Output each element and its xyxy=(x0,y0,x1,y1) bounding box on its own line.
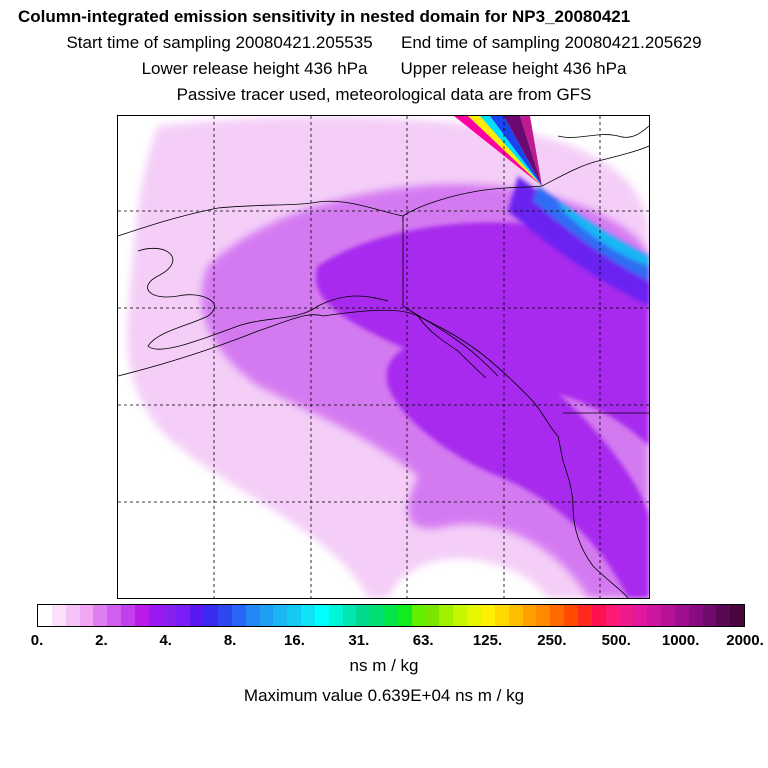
colorbar-cell xyxy=(730,605,745,626)
colorbar-cell xyxy=(605,605,620,626)
colorbar-tick-label: 125. xyxy=(472,632,503,649)
release-heights: Lower release height 436 hPa Upper relea… xyxy=(0,59,768,79)
colorbar-cell xyxy=(162,605,177,626)
colorbar-cell xyxy=(204,605,218,626)
colorbar-cell xyxy=(51,605,66,626)
colorbar-cell xyxy=(660,605,675,626)
plot-title: Column-integrated emission sensitivity i… xyxy=(18,7,631,26)
colorbar-cell xyxy=(301,605,315,626)
tracer-note: Passive tracer used, meteorological data… xyxy=(176,85,592,104)
colorbar-cell xyxy=(287,605,302,626)
colorbar-tick-label: 8. xyxy=(223,632,237,649)
colorbar-cell xyxy=(314,605,329,626)
start-time-label: Start time of sampling 20080421.205535 xyxy=(66,33,373,52)
maximum-value: Maximum value 0.639E+04 ns m / kg xyxy=(243,686,525,705)
colorbar-cell xyxy=(190,605,205,626)
colorbar-cell xyxy=(397,605,412,626)
colorbar-tick-label: 4. xyxy=(159,632,172,649)
colorbar-tick-label: 63. xyxy=(412,632,434,649)
colorbar-cell xyxy=(647,605,661,626)
colorbar-tick-label: 0. xyxy=(30,632,44,649)
colorbar-cell xyxy=(356,605,371,626)
map-canvas xyxy=(118,116,649,598)
colorbar-tick-label: 2. xyxy=(95,632,108,649)
colorbar-cell xyxy=(453,605,468,626)
colorbar-cell xyxy=(619,605,634,626)
colorbar-cell xyxy=(633,605,648,626)
colorbar-cell xyxy=(121,605,135,626)
colorbar-cell xyxy=(577,605,592,626)
plume-dense xyxy=(316,222,649,598)
colorbar-cell xyxy=(273,605,288,626)
colorbar-cell xyxy=(217,605,232,626)
colorbar-tick-label: 250. xyxy=(537,632,567,649)
colorbar-units: ns m / kg xyxy=(349,656,419,675)
colorbar-cell xyxy=(148,605,163,626)
colorbar-cell xyxy=(674,605,689,626)
colorbar-ticks: 0. 2. 4. 8. 16. 31. 63. 125. 250. 500. 1000. 2000. xyxy=(0,632,768,652)
colorbar-cell xyxy=(245,605,260,626)
colorbar-cell xyxy=(328,605,343,626)
political-borders xyxy=(402,216,649,414)
colorbar-cell xyxy=(38,605,52,626)
end-time-label: End time of sampling 20080421.205629 xyxy=(401,33,702,52)
colorbar-tick-label: 1000. xyxy=(661,632,700,649)
colorbar-tick-label: 31. xyxy=(348,632,370,649)
colorbar-cell xyxy=(176,605,191,626)
colorbar-cell xyxy=(342,605,357,626)
colorbar-tick-label: 500. xyxy=(601,632,631,649)
colorbar-cell xyxy=(591,605,606,626)
colorbar-cell xyxy=(370,605,385,626)
colorbar-cell xyxy=(467,605,481,626)
colorbar-cell xyxy=(93,605,108,626)
colorbar-cell xyxy=(259,605,274,626)
colorbar-cell xyxy=(384,605,398,626)
colorbar-cell xyxy=(536,605,551,626)
colorbar-cell xyxy=(702,605,717,626)
colorbar-cell xyxy=(508,605,523,626)
colorbar-cell xyxy=(79,605,94,626)
coastlines xyxy=(118,125,649,598)
colorbar-cell xyxy=(439,605,454,626)
colorbar-cell xyxy=(550,605,565,626)
colorbar-cell xyxy=(716,605,731,626)
colorbar-cell xyxy=(107,605,122,626)
colorbar-cell xyxy=(481,605,495,626)
sampling-times: Start time of sampling 20080421.205535 E… xyxy=(0,33,768,53)
colorbar-cell xyxy=(425,605,440,626)
colorbar-cell xyxy=(411,605,426,626)
plume-core xyxy=(508,176,649,306)
lower-height-label: Lower release height 436 hPa xyxy=(141,59,368,78)
receptor-streak xyxy=(454,116,542,186)
colorbar xyxy=(37,604,745,627)
colorbar-cell xyxy=(65,605,80,626)
sensitivity-map xyxy=(117,115,650,599)
colorbar-cell xyxy=(494,605,509,626)
colorbar-cell xyxy=(134,605,149,626)
colorbar-cell xyxy=(688,605,703,626)
colorbar-tick-label: 16. xyxy=(284,632,305,649)
colorbar-tick-label: 2000. xyxy=(726,632,764,649)
upper-height-label: Upper release height 436 hPa xyxy=(400,59,627,78)
colorbar-cell xyxy=(522,605,537,626)
graticule xyxy=(118,116,649,598)
colorbar-cell xyxy=(231,605,246,626)
colorbar-cell xyxy=(564,605,578,626)
